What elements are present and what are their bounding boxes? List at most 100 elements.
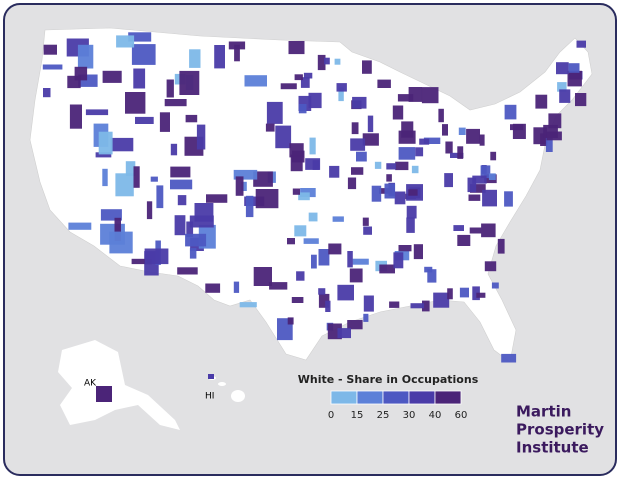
county [95, 152, 112, 158]
county [233, 281, 240, 293]
county [398, 245, 412, 252]
county [535, 94, 548, 109]
county [352, 96, 367, 109]
legend-tick-label: 15 [351, 410, 364, 421]
county [362, 60, 372, 74]
county [328, 243, 342, 255]
county [235, 176, 244, 196]
county [96, 386, 112, 402]
county [406, 217, 415, 233]
county [298, 104, 307, 114]
county [85, 109, 109, 116]
legend-swatch [356, 390, 384, 405]
county [239, 302, 257, 308]
hawaii [208, 376, 245, 402]
county [68, 222, 92, 230]
county [421, 87, 439, 104]
county [77, 44, 94, 69]
county [144, 248, 169, 265]
county [98, 131, 113, 155]
county [110, 137, 134, 152]
county [156, 185, 164, 209]
county [289, 143, 304, 158]
county [233, 169, 258, 180]
county [265, 123, 275, 132]
county [42, 64, 63, 70]
county [371, 185, 382, 202]
alaska [58, 340, 180, 430]
county [131, 44, 156, 65]
county [557, 82, 567, 92]
county [245, 195, 254, 218]
county [457, 234, 471, 246]
county [177, 267, 198, 275]
legend-title: White - Share in Occupations [298, 373, 479, 386]
county [234, 44, 240, 62]
county [377, 79, 391, 88]
county [453, 225, 464, 231]
brand-line: Martin [516, 403, 571, 421]
county [347, 251, 353, 268]
county [164, 99, 187, 107]
county [288, 41, 305, 55]
county [298, 192, 310, 201]
county [100, 209, 122, 221]
county [174, 215, 186, 236]
county [114, 217, 121, 241]
county [351, 167, 364, 175]
county-layer [42, 32, 587, 363]
county [501, 353, 517, 363]
county [69, 104, 82, 129]
county [255, 189, 279, 209]
county [312, 160, 320, 170]
county [540, 133, 548, 146]
county [476, 292, 486, 298]
county [548, 113, 562, 129]
county [253, 171, 273, 187]
county [472, 286, 480, 301]
county [415, 147, 424, 157]
county [115, 173, 134, 197]
legend: 0 15 25 30 40 60 [328, 390, 468, 421]
legend-tick-label: 30 [403, 410, 416, 421]
county [488, 173, 496, 180]
county [367, 115, 374, 133]
county [208, 374, 214, 379]
county [363, 226, 372, 235]
county [393, 252, 404, 269]
county [351, 122, 359, 135]
county [214, 45, 225, 69]
county [189, 248, 197, 259]
county [347, 177, 357, 190]
county [43, 44, 57, 55]
county [349, 268, 363, 283]
legend-tick-label: 60 [455, 410, 468, 421]
county [292, 188, 300, 195]
county [422, 300, 430, 312]
county [438, 108, 444, 123]
county [334, 58, 341, 65]
county [253, 267, 272, 286]
county [287, 238, 295, 245]
county [280, 83, 297, 90]
county [206, 194, 228, 203]
county [419, 138, 430, 145]
county [300, 77, 310, 88]
county [125, 92, 146, 114]
county [337, 328, 351, 339]
county [125, 161, 136, 176]
county [294, 225, 307, 237]
county [170, 143, 178, 156]
county [401, 121, 414, 138]
county [275, 125, 292, 149]
county [468, 194, 481, 201]
county [185, 114, 198, 123]
county [482, 189, 497, 207]
county [504, 104, 517, 120]
county [189, 215, 214, 228]
county [362, 133, 379, 146]
county [410, 303, 425, 309]
county [337, 284, 354, 301]
county [135, 116, 154, 124]
